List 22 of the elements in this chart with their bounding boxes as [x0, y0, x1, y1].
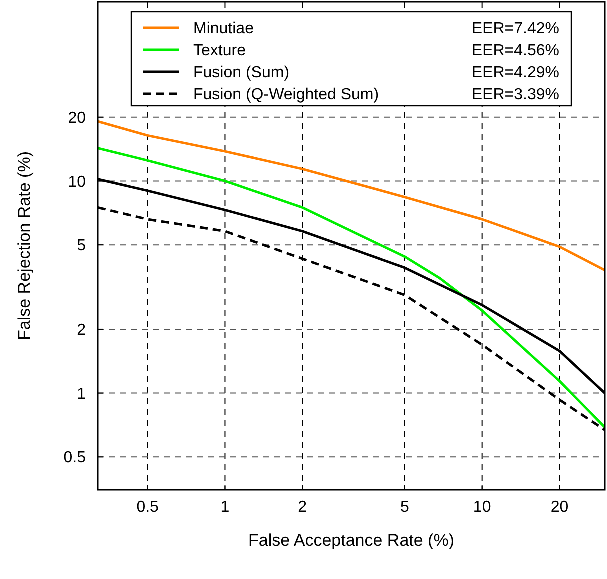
annotation: EER=3.39%: [472, 86, 560, 104]
legend-label: Minutiae: [194, 20, 254, 38]
annotation: EER=4.56%: [472, 42, 560, 60]
x-tick-label: 20: [550, 499, 569, 516]
y-tick-label: 1: [77, 386, 86, 403]
legend-label: Fusion (Q-Weighted Sum): [194, 86, 380, 104]
x-tick-label: 10: [473, 499, 492, 516]
y-tick-label: 0.5: [64, 450, 86, 467]
legend-label: Texture: [194, 42, 246, 60]
legend-label: Fusion (Sum): [194, 64, 290, 82]
y-tick-label: 10: [68, 174, 86, 191]
x-axis-title: False Acceptance Rate (%): [248, 531, 454, 550]
y-tick-label: 2: [77, 322, 86, 340]
x-tick-label: 2: [298, 499, 308, 516]
annotation: EER=4.29%: [472, 64, 560, 82]
y-axis-title: False Rejection Rate (%): [15, 152, 34, 340]
annotation: EER=7.42%: [472, 20, 560, 38]
x-tick-label: 5: [400, 499, 410, 516]
x-tick-label: 0.5: [136, 499, 160, 516]
x-tick-label: 1: [220, 499, 230, 516]
y-tick-label: 5: [77, 238, 86, 255]
y-tick-label: 20: [68, 110, 86, 127]
